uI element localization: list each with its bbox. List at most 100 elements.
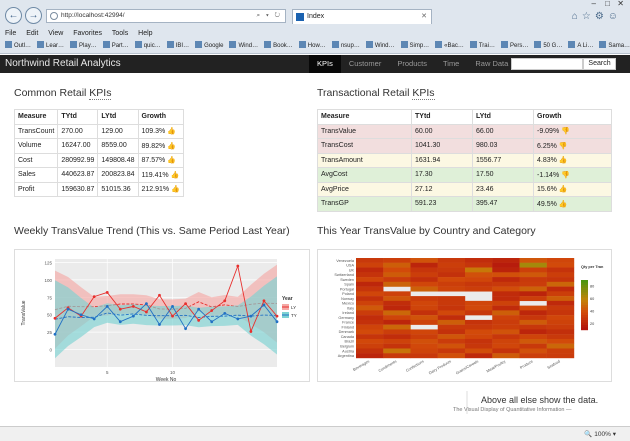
app-navbar: Northwind Retail Analytics KPIs Customer… <box>0 55 630 73</box>
x-category-label: Condiments <box>378 359 398 373</box>
menu-edit[interactable]: Edit <box>26 30 39 37</box>
favorite-label: Sama… <box>608 43 630 49</box>
forward-button[interactable]: → <box>25 7 42 24</box>
heatmap-cell <box>356 300 384 306</box>
data-point <box>223 311 227 315</box>
favorite-label: Outl… <box>14 43 32 49</box>
nav-time[interactable]: Time <box>442 59 460 68</box>
favorite-link[interactable]: Wind… <box>365 40 395 53</box>
heatmap-cell <box>356 262 384 268</box>
zoom-control[interactable]: 🔍 100% ▾ <box>584 431 616 438</box>
y-category-label: Denmark <box>339 330 355 334</box>
cell-lytd: 17.50 <box>472 167 534 183</box>
nav-menu: KPIs Customer Products Time Raw Data <box>309 55 516 73</box>
data-point <box>275 320 279 324</box>
favorite-link[interactable]: nsup… <box>331 40 360 53</box>
data-point <box>210 320 214 324</box>
thumbs-up-icon: 👍 <box>168 171 180 179</box>
favorite-link[interactable]: Play… <box>70 40 97 53</box>
home-icon[interactable]: ⌂ <box>571 11 582 22</box>
favorite-link[interactable]: Part… <box>102 40 129 53</box>
heatmap-cell <box>519 281 547 287</box>
cell-measure-value: Sales <box>18 171 36 179</box>
data-point <box>105 304 109 308</box>
favorite-link[interactable]: Wind… <box>229 40 258 53</box>
favorite-icon <box>70 41 78 48</box>
nav-products[interactable]: Products <box>397 59 427 68</box>
favorite-icon <box>5 41 12 48</box>
heatmap-cell <box>546 348 575 354</box>
address-bar[interactable]: http://localhost:42994/ ⌕ ▾ ↻ <box>46 9 286 23</box>
favorite-link[interactable]: Google <box>195 40 223 53</box>
heatmap-cell <box>410 348 438 354</box>
cell-growth: 15.6% 👍 <box>533 181 612 197</box>
menu-favorites[interactable]: Favorites <box>73 30 103 37</box>
cell-tytd-value: 440623.87 <box>61 171 95 179</box>
smiley-icon[interactable]: ☺ <box>607 11 622 22</box>
nav-kpis[interactable]: KPIs <box>309 55 341 73</box>
favorite-link[interactable]: Simp… <box>400 40 429 53</box>
favorite-link[interactable]: Pers… <box>500 40 528 53</box>
back-button[interactable]: ← <box>5 7 22 24</box>
star-icon[interactable]: ☆ <box>581 11 595 22</box>
legend-gradient-step <box>581 305 588 308</box>
data-point <box>249 314 253 318</box>
legend-gradient-step <box>581 312 588 316</box>
menu-file[interactable]: File <box>5 30 17 37</box>
cell-growth-value: 49.5% <box>537 200 557 208</box>
favorite-link[interactable]: Lear… <box>37 40 64 53</box>
gear-icon[interactable]: ⚙ <box>594 11 608 22</box>
favorite-link[interactable]: How… <box>298 40 326 53</box>
favorite-link[interactable]: «Bac… <box>435 40 464 53</box>
legend-gradient-step <box>581 292 588 296</box>
cell-lytd-value: 23.46 <box>476 185 494 193</box>
nav-raw-data[interactable]: Raw Data <box>475 59 509 68</box>
favorite-link[interactable]: Outl… <box>5 40 31 53</box>
favorite-link[interactable]: Trai… <box>469 40 495 53</box>
cell-tytd-value: 270.00 <box>61 127 83 135</box>
heatmap-cell <box>546 291 575 297</box>
cell-lytd: 129.00 <box>97 123 139 139</box>
nav-customer[interactable]: Customer <box>348 59 382 68</box>
minimize-icon[interactable]: – <box>591 0 596 8</box>
favorite-link[interactable]: Book… <box>264 40 293 53</box>
address-tools-icon[interactable]: ⌕ ▾ ↻ <box>256 12 282 19</box>
menu-view[interactable]: View <box>48 30 64 37</box>
legend-label: LY <box>291 305 296 310</box>
legend-tick-label: 40 <box>590 310 594 314</box>
heatmap-cell <box>519 296 547 302</box>
browser-tab[interactable]: Index ✕ <box>292 9 432 24</box>
heatmap-cell <box>546 272 575 278</box>
heatmap-cell <box>519 286 547 292</box>
heatmap-cell <box>410 258 438 263</box>
menu-tools[interactable]: Tools <box>111 30 129 37</box>
heatmap-cell <box>519 348 547 354</box>
heatmap-cell <box>383 272 411 278</box>
favorite-link[interactable]: IBI… <box>166 40 189 53</box>
heatmap-cell <box>519 334 547 340</box>
favorite-link[interactable]: Sama… <box>599 40 630 53</box>
menu-help[interactable]: Help <box>138 30 153 37</box>
heatmap-cell <box>492 338 520 344</box>
close-tab-icon[interactable]: ✕ <box>421 13 427 20</box>
cell-lytd: 66.00 <box>472 123 534 139</box>
table-row: Profit 159630.87 51015.36 212.91% 👍 <box>13 181 184 197</box>
favorite-label: quic… <box>143 43 161 49</box>
address-url: http://localhost:42994/ <box>61 12 125 19</box>
heatmap-cell <box>410 296 438 302</box>
heatmap-cell <box>410 267 438 273</box>
favorite-link[interactable]: quic… <box>134 40 161 53</box>
x-category-label: Seafood <box>547 359 561 370</box>
favorite-link[interactable]: A Li… <box>568 40 593 53</box>
search-button[interactable]: Search <box>583 58 616 70</box>
heatmap-cell <box>437 258 466 263</box>
maximize-icon[interactable]: □ <box>605 0 610 8</box>
series-line-ly <box>54 264 278 333</box>
search-input[interactable] <box>511 58 583 70</box>
cell-tytd-value: 17.30 <box>415 171 433 179</box>
favorite-link[interactable]: 50 G… <box>534 40 562 53</box>
close-window-icon[interactable]: ✕ <box>617 0 624 8</box>
cell-tytd-value: 280992.99 <box>61 156 95 164</box>
heatmap-cell <box>437 319 466 325</box>
brand[interactable]: Northwind Retail Analytics <box>5 58 121 69</box>
